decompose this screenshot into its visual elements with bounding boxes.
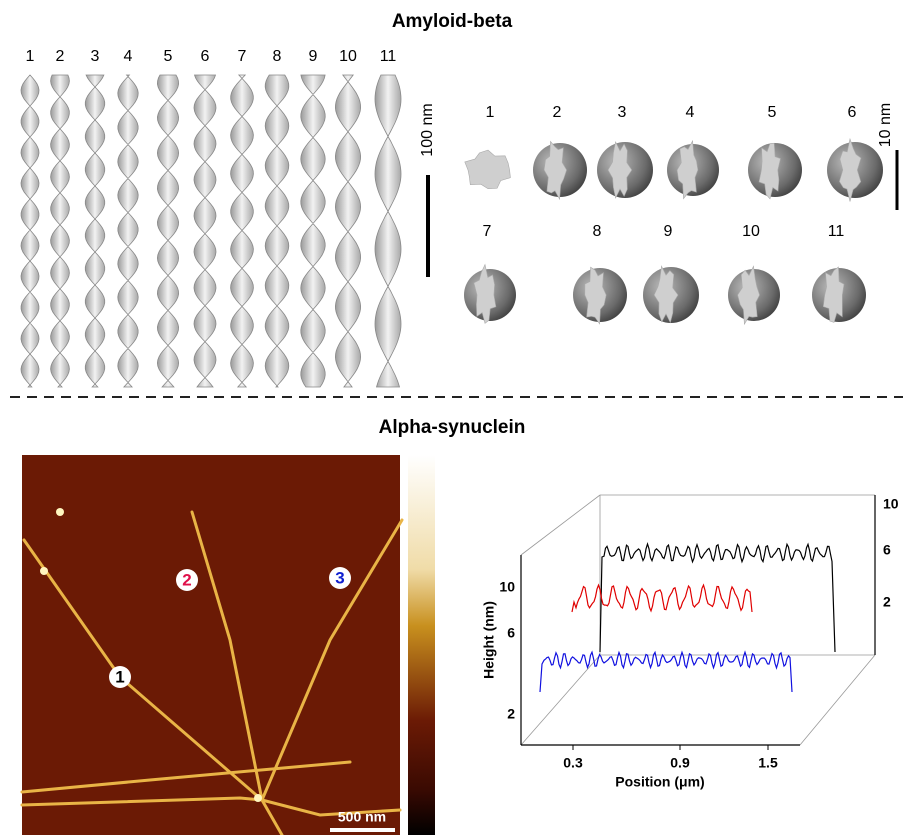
x-tick-label: 0.9 [670,755,690,771]
fibril-label: 11 [380,48,397,65]
cross-section-label: 3 [618,104,627,121]
plot-frame [521,495,600,555]
y-tick-label: 6 [507,625,515,641]
cross-section-label: 4 [686,104,695,121]
fibril [21,75,39,387]
cross-section-label: 2 [553,104,562,121]
fibril [375,75,401,387]
fibril [231,75,254,387]
fibril-label: 5 [164,48,173,65]
cross-section-label: 5 [768,104,777,121]
afm-image [22,455,400,835]
scale-bar-label: 10 nm [877,103,894,147]
cross-section-label: 7 [483,223,492,240]
x-axis-label: Position (μm) [615,774,704,790]
fibril [335,75,360,387]
figure: Amyloid-beta Alpha-synuclein 500 nm 1 2 3 4… [0,0,903,835]
fibril-label: 4 [124,48,133,65]
fibril-label: 8 [273,48,282,65]
fibril-marker-label: 2 [182,570,191,589]
cross-section-label: 8 [593,223,602,240]
scale-bar-label: 500 nm [338,809,386,825]
height-profile [600,544,835,652]
afm-particle [40,567,48,575]
fibril-marker-label: 3 [335,568,344,587]
fibril-label: 2 [56,48,65,65]
fibril [85,75,104,387]
height-profile [572,585,752,612]
cross-section-label: 11 [828,223,845,240]
x-tick-label: 1.5 [758,755,778,771]
fibril [157,75,178,387]
fibril-label: 10 [339,48,357,65]
afm-particle [56,508,64,516]
fibril-label: 6 [201,48,210,65]
fibril [301,75,325,387]
color-bar [408,455,435,835]
cross-section-label: 9 [664,223,673,240]
x-tick-label: 0.3 [563,755,583,771]
fibril-marker-label: 1 [115,667,124,686]
section-title: Amyloid-beta [392,11,513,32]
fibril-label: 7 [238,48,247,65]
y-tick-label: 2 [883,594,891,610]
cross-section-label: 6 [848,104,857,121]
y-tick-label: 2 [507,706,515,722]
y-tick-label: 10 [883,496,899,512]
scale-bar-label: 100 nm [419,103,436,156]
y-tick-label: 6 [883,542,891,558]
fibril [118,75,138,387]
plot-frame [800,655,875,745]
fibril-label: 3 [91,48,100,65]
afm-particle [254,794,262,802]
cross-section-label: 10 [742,223,760,240]
height-profile [540,652,792,692]
fibril [51,75,70,387]
y-tick-label: 10 [499,579,515,595]
fibril [194,75,216,387]
section-title: Alpha-synuclein [379,417,526,438]
fibril [265,75,289,387]
fibril-label: 1 [26,48,35,65]
y-axis-label: Height (nm) [481,601,497,679]
cross-section-core [465,150,511,189]
cross-section-label: 1 [486,104,495,121]
fibril-label: 9 [309,48,318,65]
